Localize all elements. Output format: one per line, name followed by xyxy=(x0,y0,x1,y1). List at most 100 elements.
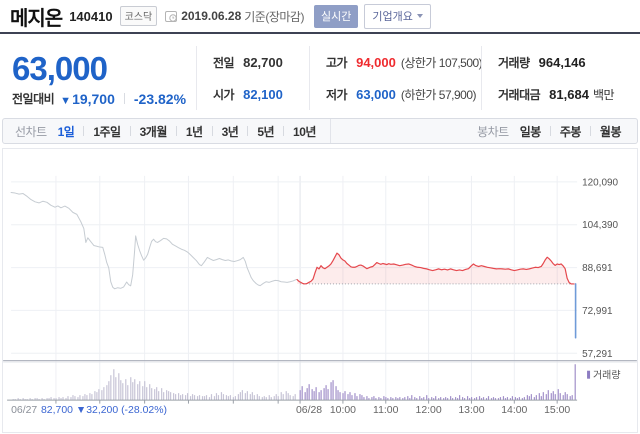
tab-divider xyxy=(589,126,591,136)
volume-bar xyxy=(349,392,351,401)
y-axis-label: 88,691 xyxy=(582,263,613,274)
stock-code: 140410 xyxy=(69,8,113,24)
volume-bar xyxy=(208,397,211,401)
x-axis-label: 10:00 xyxy=(330,405,356,416)
volume-bar xyxy=(151,388,153,401)
line-chart-tabs: 1일 1주일 3개월 1년 3년 5년 10년 xyxy=(57,123,317,140)
stat-value: 82,700 xyxy=(243,54,283,70)
volume-bar xyxy=(506,397,509,401)
volume-bar xyxy=(299,390,301,401)
volume-legend-swatch xyxy=(587,370,591,379)
realtime-button[interactable]: 실시간 xyxy=(313,4,359,28)
volume-bar xyxy=(351,395,353,401)
volume-bar xyxy=(53,398,55,401)
volume-bar xyxy=(373,396,375,401)
x-axis-label: 14:00 xyxy=(501,405,527,416)
stat-value: 94,000 xyxy=(356,54,396,70)
stat-label: 저가 xyxy=(326,87,348,102)
volume-bar xyxy=(258,396,260,401)
volume-bar xyxy=(463,398,466,401)
volume-bar xyxy=(526,395,528,401)
prev-day-summary: 82,700 ▼32,200 (-28.02%) xyxy=(41,405,167,416)
stat-0: 전일 82,700 xyxy=(197,46,309,78)
volume-bar xyxy=(554,394,556,401)
volume-bar xyxy=(511,396,514,401)
volume-bar xyxy=(452,398,454,401)
volume-bar xyxy=(222,394,225,401)
volume-bar xyxy=(435,396,437,401)
volume-bar xyxy=(455,397,457,401)
volume-bar xyxy=(306,388,308,401)
price-volume-chart-svg: 120,090 104,390 88,691 72,991 57,291 06/28 10:… xyxy=(3,175,637,416)
volume-bar xyxy=(315,387,317,401)
volume-bar xyxy=(304,392,306,401)
volume-bar xyxy=(523,397,525,401)
clock-icon xyxy=(165,11,178,22)
volume-bar xyxy=(173,393,175,401)
volume-bar xyxy=(98,389,100,401)
tab-line-6[interactable]: 10년 xyxy=(293,124,316,139)
volume-bar xyxy=(189,396,192,401)
tab-divider xyxy=(549,126,551,136)
tab-line-2[interactable]: 3개월 xyxy=(139,124,168,139)
volume-bar xyxy=(96,392,98,401)
toolbar-group-divider xyxy=(329,119,331,143)
down-arrow-icon: ▼ xyxy=(60,94,72,107)
volume-bar xyxy=(241,390,243,401)
x-axis-label: 11:00 xyxy=(373,405,399,416)
tab-line-1[interactable]: 1주일 xyxy=(93,124,121,139)
volume-bar xyxy=(327,389,329,401)
tab-line-4[interactable]: 3년 xyxy=(221,124,239,139)
volume-bar xyxy=(94,391,96,401)
volume-bar xyxy=(433,398,435,401)
volume-bar xyxy=(122,383,124,401)
tab-line-3[interactable]: 1년 xyxy=(185,124,203,139)
tab-candle-1[interactable]: 주봉 xyxy=(559,124,582,139)
stat-label: 거래량 xyxy=(498,55,530,70)
volume-bar xyxy=(144,381,146,401)
company-overview-button[interactable]: 기업개요 xyxy=(364,3,431,29)
volume-bar xyxy=(77,397,79,401)
volume-bar xyxy=(127,385,129,401)
volume-bar xyxy=(110,375,112,401)
volume-bar xyxy=(17,398,19,401)
tab-candle-0[interactable]: 일봉 xyxy=(519,124,542,139)
stat-1: 고가 94,000 (상한가 107,500) xyxy=(309,46,483,78)
volume-bar xyxy=(492,397,495,401)
volume-bar xyxy=(404,397,406,401)
y-axis-label: 104,390 xyxy=(582,220,618,231)
volume-bar xyxy=(256,394,258,401)
volume-bar xyxy=(320,390,322,401)
volume-bar xyxy=(70,397,72,401)
volume-bar xyxy=(234,396,236,401)
tab-candle-2[interactable]: 월봉 xyxy=(599,124,622,139)
volume-bar xyxy=(323,388,325,401)
volume-bar xyxy=(438,398,440,401)
volume-bar xyxy=(332,380,334,401)
volume-bar xyxy=(431,397,433,401)
volume-bar xyxy=(217,395,220,401)
volume-bar xyxy=(383,396,385,401)
candle-chart-group: 봉차트 일봉 주봉 월봉 xyxy=(477,123,625,140)
volume-bar xyxy=(118,373,120,401)
tab-line-5[interactable]: 5년 xyxy=(257,124,275,139)
volume-bar xyxy=(50,397,52,401)
volume-bar xyxy=(142,386,144,401)
volume-bar xyxy=(84,394,86,401)
volume-bar xyxy=(342,393,344,401)
tab-line-0[interactable]: 1일 xyxy=(57,124,75,139)
stat-value: 63,000 xyxy=(356,86,396,102)
volume-bar xyxy=(101,390,103,401)
volume-bar xyxy=(91,394,93,401)
volume-bar xyxy=(419,396,421,401)
stat-value: (상한가 107,500) xyxy=(400,55,483,70)
volume-bar xyxy=(125,379,127,401)
change-label: 전일대비 xyxy=(12,92,55,106)
volume-bar xyxy=(509,398,512,401)
volume-bar xyxy=(301,386,303,401)
y-axis-label: 72,991 xyxy=(582,306,613,317)
volume-bar xyxy=(253,395,255,401)
volume-bar xyxy=(201,396,204,401)
price-change-row: 전일대비 ▼19,700 -23.82% xyxy=(12,90,186,107)
volume-bar xyxy=(86,395,88,401)
